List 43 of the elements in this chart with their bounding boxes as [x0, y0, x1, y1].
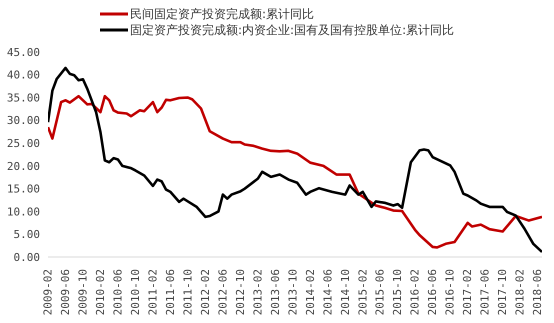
x-tick-label: 2013-10 — [286, 269, 300, 316]
x-tick-label: 2018-02 — [514, 269, 527, 316]
x-tick-label: 2009-10 — [76, 269, 90, 316]
line-series — [48, 94, 542, 249]
x-tick-label: 2016-10 — [444, 269, 457, 316]
x-tick-label: 2009-06 — [58, 269, 72, 316]
x-tick-label: 2015-10 — [391, 269, 404, 316]
y-tick-label: 45.00 — [6, 46, 40, 59]
line-series — [48, 66, 542, 254]
x-tick-label: 2012-02 — [198, 269, 212, 316]
y-tick-label: 20.00 — [6, 160, 40, 173]
y-tick-label: 5.00 — [14, 228, 40, 242]
x-tick-label: 2016-02 — [408, 269, 422, 316]
x-tick-label: 2011-06 — [164, 269, 177, 316]
y-tick-label: 35.00 — [6, 91, 40, 104]
x-tick-label: 2011-10 — [181, 269, 194, 316]
x-tick-label: 2016-06 — [426, 269, 440, 316]
x-tick-label: 2009-02 — [42, 269, 54, 316]
x-tick-label: 2010-02 — [94, 269, 107, 316]
y-tick-label: 40.00 — [6, 68, 40, 82]
x-tick-label: 2011-02 — [146, 269, 160, 316]
y-tick-label: 15.00 — [6, 182, 40, 196]
x-tick-label: 2010-06 — [111, 269, 124, 316]
y-tick-label: 30.00 — [6, 114, 40, 128]
y-tick-label: 25.00 — [6, 137, 40, 150]
x-tick-label: 2010-10 — [128, 269, 142, 316]
x-tick-label: 2017-02 — [461, 269, 474, 316]
legend-label: 民间固定资产投资完成额:累计同比 — [130, 6, 314, 22]
x-tick-label: 2014-06 — [321, 269, 334, 316]
x-tick-label: 2015-02 — [356, 269, 370, 316]
y-tick-label: 0.00 — [14, 250, 40, 264]
x-tick-label: 2017-06 — [478, 269, 492, 316]
x-tick-label: 2013-06 — [268, 269, 282, 316]
x-tick-label: 2014-02 — [304, 269, 317, 316]
x-tick-label: 2013-02 — [251, 269, 264, 316]
x-tick-label: 2018-06 — [531, 269, 544, 316]
x-tick-label: 2015-06 — [374, 269, 387, 316]
y-tick-label: 10.00 — [6, 205, 40, 218]
x-tick-label: 2012-06 — [216, 269, 230, 316]
legend-label: 固定资产投资完成额:内资企业:国有及国有控股单位:累计同比 — [130, 22, 454, 38]
x-tick-label: 2014-10 — [338, 269, 352, 316]
x-tick-label: 2012-10 — [234, 269, 247, 316]
x-tick-label: 2017-10 — [496, 269, 510, 316]
